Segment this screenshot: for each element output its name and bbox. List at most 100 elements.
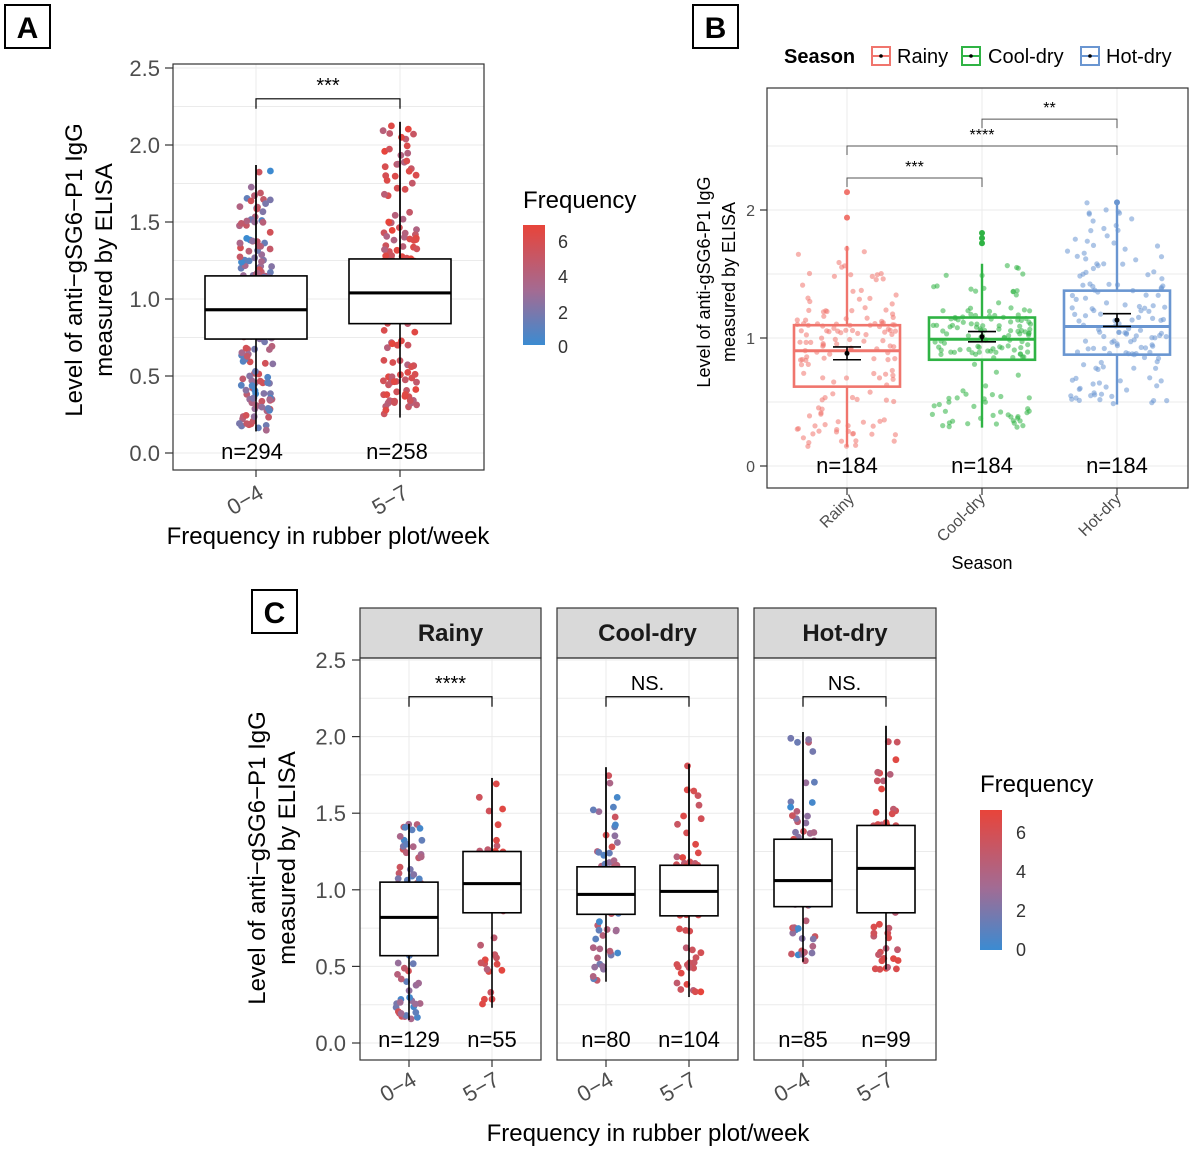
panel-b-legend-key-cool-dry <box>961 46 981 66</box>
panel-c-facet-rainy: Rainy **** n=129 n=55 0−4 5−7 <box>352 607 542 1107</box>
panel-a-significance: *** <box>255 75 401 109</box>
data-point <box>821 355 827 361</box>
panel-a-legend-tick: 2 <box>558 303 568 323</box>
data-point <box>596 918 603 926</box>
data-point <box>950 418 956 424</box>
data-point <box>838 330 844 336</box>
data-point <box>1025 349 1031 355</box>
data-point <box>831 273 838 279</box>
data-point <box>255 168 263 176</box>
data-point <box>401 376 409 384</box>
data-point <box>966 346 972 352</box>
data-point <box>1027 326 1033 332</box>
panel-a-ytick: 0.0 <box>129 441 160 466</box>
data-point <box>971 403 977 409</box>
panel-label-c: C <box>251 589 298 634</box>
data-point <box>1015 265 1021 271</box>
data-point <box>929 411 936 417</box>
data-point <box>1124 387 1130 393</box>
box-body <box>1062 289 1172 356</box>
data-point <box>803 332 810 338</box>
data-point <box>483 965 491 973</box>
data-point <box>836 259 842 266</box>
panel-c-grid <box>557 658 738 1067</box>
data-point <box>1010 288 1016 294</box>
data-point <box>266 228 274 236</box>
data-point <box>853 442 859 448</box>
data-point <box>481 995 488 1003</box>
data-point <box>812 423 818 429</box>
data-point <box>401 391 409 398</box>
panel-a-n-label: n=294 <box>221 439 283 464</box>
data-point <box>806 413 813 419</box>
panel-c-facet-hot-dry: Hot-dry NS. n=85 n=99 0−4 5−7 <box>753 607 937 1107</box>
data-point <box>1152 335 1158 341</box>
data-point <box>850 288 856 294</box>
data-point <box>692 840 699 848</box>
data-point <box>409 960 417 968</box>
data-point <box>258 403 266 411</box>
data-point <box>1117 378 1123 384</box>
data-point <box>1069 305 1075 311</box>
data-point <box>689 946 696 954</box>
data-point <box>1104 233 1110 239</box>
data-point <box>383 233 391 240</box>
data-point <box>824 328 830 334</box>
panel-a-xtick: 5−7 <box>368 480 413 520</box>
data-point <box>1017 323 1023 329</box>
panel-a-legend: Frequency 0 2 4 6 <box>523 187 636 357</box>
data-point <box>396 833 404 840</box>
data-point <box>948 349 954 355</box>
panel-c-strip-label: Rainy <box>418 620 484 647</box>
data-point <box>251 345 258 353</box>
data-point <box>1069 292 1075 299</box>
data-point <box>968 286 974 292</box>
data-point <box>794 317 800 323</box>
data-point <box>243 235 251 242</box>
data-point <box>861 338 867 344</box>
panel-c-significance-label: **** <box>435 673 466 695</box>
data-point <box>399 215 407 223</box>
data-point <box>938 351 944 357</box>
data-point <box>1084 200 1090 206</box>
data-point <box>677 986 685 993</box>
data-point <box>258 251 266 259</box>
data-point <box>391 211 399 219</box>
data-point <box>864 315 870 321</box>
data-point <box>1069 396 1075 402</box>
data-point <box>1083 269 1089 275</box>
data-point <box>606 947 614 955</box>
data-point <box>1076 386 1082 392</box>
data-point <box>412 1000 419 1008</box>
data-point <box>267 167 274 175</box>
panel-c-significance-bracket <box>408 696 493 707</box>
data-point <box>809 935 817 943</box>
data-point <box>236 203 244 211</box>
data-point <box>983 383 989 389</box>
data-point <box>595 926 603 934</box>
panel-b-border <box>766 87 1189 489</box>
outlier-point <box>844 189 850 196</box>
data-point <box>806 270 813 277</box>
data-point <box>398 133 405 141</box>
data-point <box>403 157 411 165</box>
data-point <box>413 401 420 409</box>
panel-c-xtick: 5−7 <box>656 1067 701 1107</box>
data-point <box>940 308 946 314</box>
data-point <box>997 344 1003 350</box>
panel-c-n-label: n=55 <box>467 1027 517 1052</box>
data-point <box>1122 302 1128 308</box>
data-point <box>251 387 259 394</box>
data-point <box>493 842 501 850</box>
data-point <box>849 327 856 334</box>
data-point <box>1082 295 1089 301</box>
panel-c-xtick: 0−4 <box>376 1067 421 1107</box>
panel-a-ytick: 1.0 <box>129 287 160 312</box>
data-point <box>890 372 896 378</box>
panel-c-n-label: n=85 <box>778 1027 828 1052</box>
data-point <box>982 399 989 405</box>
data-point <box>800 282 806 288</box>
data-point <box>403 142 411 150</box>
data-point <box>596 945 604 953</box>
data-point <box>412 1009 420 1016</box>
